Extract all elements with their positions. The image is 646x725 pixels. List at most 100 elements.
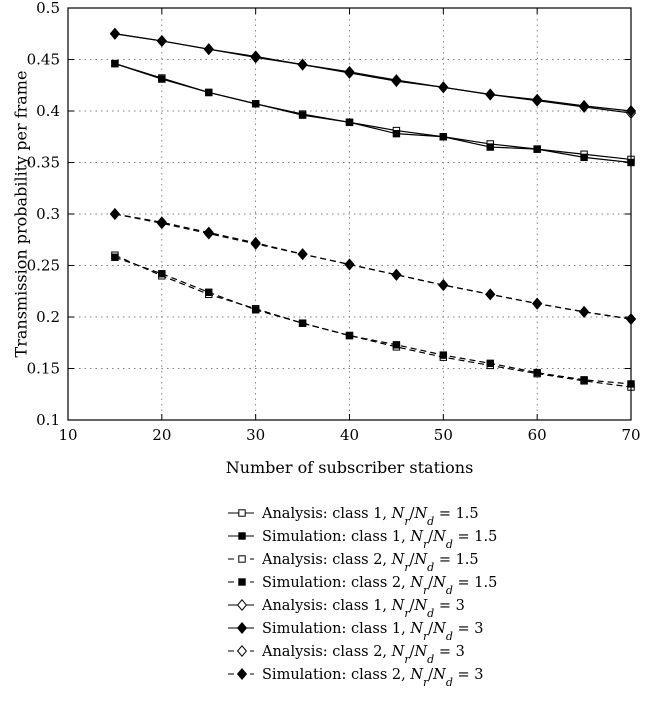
series-line <box>114 213 632 320</box>
legend-marker-swatch <box>238 578 246 586</box>
y-tick-label: 0.45 <box>27 51 60 69</box>
data-point <box>156 34 167 47</box>
legend-label: Analysis: class 2, Nr/Nd = 3 <box>261 644 465 666</box>
data-point <box>111 253 119 261</box>
legend-marker-swatch <box>238 555 246 563</box>
data-point <box>485 88 496 101</box>
x-axis-ticks: 10 20 30 40 50 60 70 <box>58 8 641 444</box>
data-point <box>345 118 354 127</box>
data-point <box>532 297 543 310</box>
data-point <box>439 133 448 141</box>
plot-frame <box>67 7 632 421</box>
legend-label: Simulation: class 2, Nr/Nd = 1.5 <box>262 575 497 597</box>
x-tick-label: 40 <box>340 426 359 444</box>
y-tick-label: 0.2 <box>36 308 60 326</box>
data-point <box>438 279 449 292</box>
data-point <box>579 99 590 112</box>
data-point <box>533 368 541 377</box>
legend-label: Analysis: class 1, Nr/Nd = 3 <box>261 598 465 620</box>
legend-entry: Analysis: class 2, Nr/Nd = 3 <box>228 644 465 666</box>
data-point <box>532 93 543 106</box>
data-point <box>158 75 166 83</box>
legend-label: Simulation: class 2, Nr/Nd = 3 <box>262 667 483 689</box>
y-tick-label: 0.1 <box>36 411 60 429</box>
data-point <box>298 111 307 119</box>
data-point <box>156 216 167 229</box>
y-tick-label: 0.5 <box>36 0 60 17</box>
x-tick-label: 70 <box>621 426 640 444</box>
y-tick-label: 0.3 <box>36 205 60 223</box>
series-8 <box>109 208 637 326</box>
legend-label: Simulation: class 1, Nr/Nd = 1.5 <box>262 529 497 551</box>
legend: Analysis: class 1, Nr/Nd = 1.5Simulation… <box>228 506 497 689</box>
series-line <box>114 63 632 161</box>
data-point <box>298 319 307 327</box>
series-2 <box>111 59 635 167</box>
data-point <box>439 351 448 359</box>
data-point <box>250 236 261 249</box>
data-point <box>345 331 354 340</box>
data-point <box>580 376 588 384</box>
data-point <box>392 341 401 349</box>
data-point <box>109 208 120 220</box>
data-point <box>391 74 402 87</box>
legend-entry: Analysis: class 2, Nr/Nd = 1.5 <box>228 552 479 574</box>
data-point <box>344 65 355 78</box>
legend-label: Analysis: class 1, Nr/Nd = 1.5 <box>261 506 479 528</box>
legend-marker-swatch <box>236 645 248 657</box>
legend-marker-swatch <box>238 509 246 517</box>
x-tick-label: 30 <box>246 426 265 444</box>
series-5 <box>109 27 637 120</box>
legend-entry: Analysis: class 1, Nr/Nd = 1.5 <box>228 506 479 528</box>
legend-marker-swatch <box>236 668 248 680</box>
data-point <box>109 27 120 40</box>
legend-entry: Simulation: class 1, Nr/Nd = 3 <box>228 621 483 643</box>
data-point <box>205 288 213 296</box>
data-point <box>251 100 260 108</box>
legend-label: Analysis: class 2, Nr/Nd = 1.5 <box>261 552 479 574</box>
series-line <box>114 33 632 114</box>
series-6 <box>109 27 637 117</box>
data-point <box>297 58 308 71</box>
legend-marker-swatch <box>238 532 246 540</box>
data-point <box>111 59 119 68</box>
series-3 <box>111 251 635 391</box>
legend-marker-swatch <box>236 599 248 611</box>
series-line <box>114 63 632 164</box>
y-tick-label: 0.35 <box>27 154 60 172</box>
legend-entry: Simulation: class 2, Nr/Nd = 1.5 <box>228 575 497 597</box>
y-tick-label: 0.4 <box>36 102 60 120</box>
y-axis-ticks: 0.1 0.15 0.2 0.25 0.3 0.35 0.4 0.45 0.5 <box>27 0 631 429</box>
data-point <box>580 153 588 162</box>
data-point <box>485 288 496 301</box>
data-point <box>438 81 449 94</box>
data-point <box>250 50 261 63</box>
x-axis-label: Number of subscriber stations <box>226 458 474 477</box>
y-tick-label: 0.25 <box>27 257 60 275</box>
data-point <box>391 268 402 281</box>
data-point <box>579 305 590 318</box>
legend-entry: Analysis: class 1, Nr/Nd = 3 <box>228 598 465 620</box>
data-point <box>392 129 401 138</box>
legend-label: Simulation: class 1, Nr/Nd = 3 <box>262 621 483 643</box>
x-tick-label: 20 <box>152 426 171 444</box>
series-line <box>114 213 632 320</box>
y-tick-label: 0.15 <box>27 360 60 378</box>
data-point <box>486 143 494 151</box>
data-point <box>344 258 355 271</box>
series-layer <box>109 27 637 391</box>
x-tick-label: 10 <box>58 426 77 444</box>
y-axis-label: Transmission probability per frame <box>12 71 31 358</box>
data-point <box>158 270 166 278</box>
data-point <box>533 145 541 153</box>
legend-entry: Simulation: class 1, Nr/Nd = 1.5 <box>228 529 497 551</box>
series-4 <box>111 253 635 388</box>
data-point <box>297 248 308 261</box>
legend-entry: Simulation: class 2, Nr/Nd = 3 <box>228 667 483 689</box>
series-line <box>114 33 632 112</box>
x-tick-label: 50 <box>434 426 453 444</box>
data-point <box>486 359 494 368</box>
data-point <box>203 226 214 239</box>
data-point <box>205 88 213 97</box>
data-point <box>251 306 260 314</box>
